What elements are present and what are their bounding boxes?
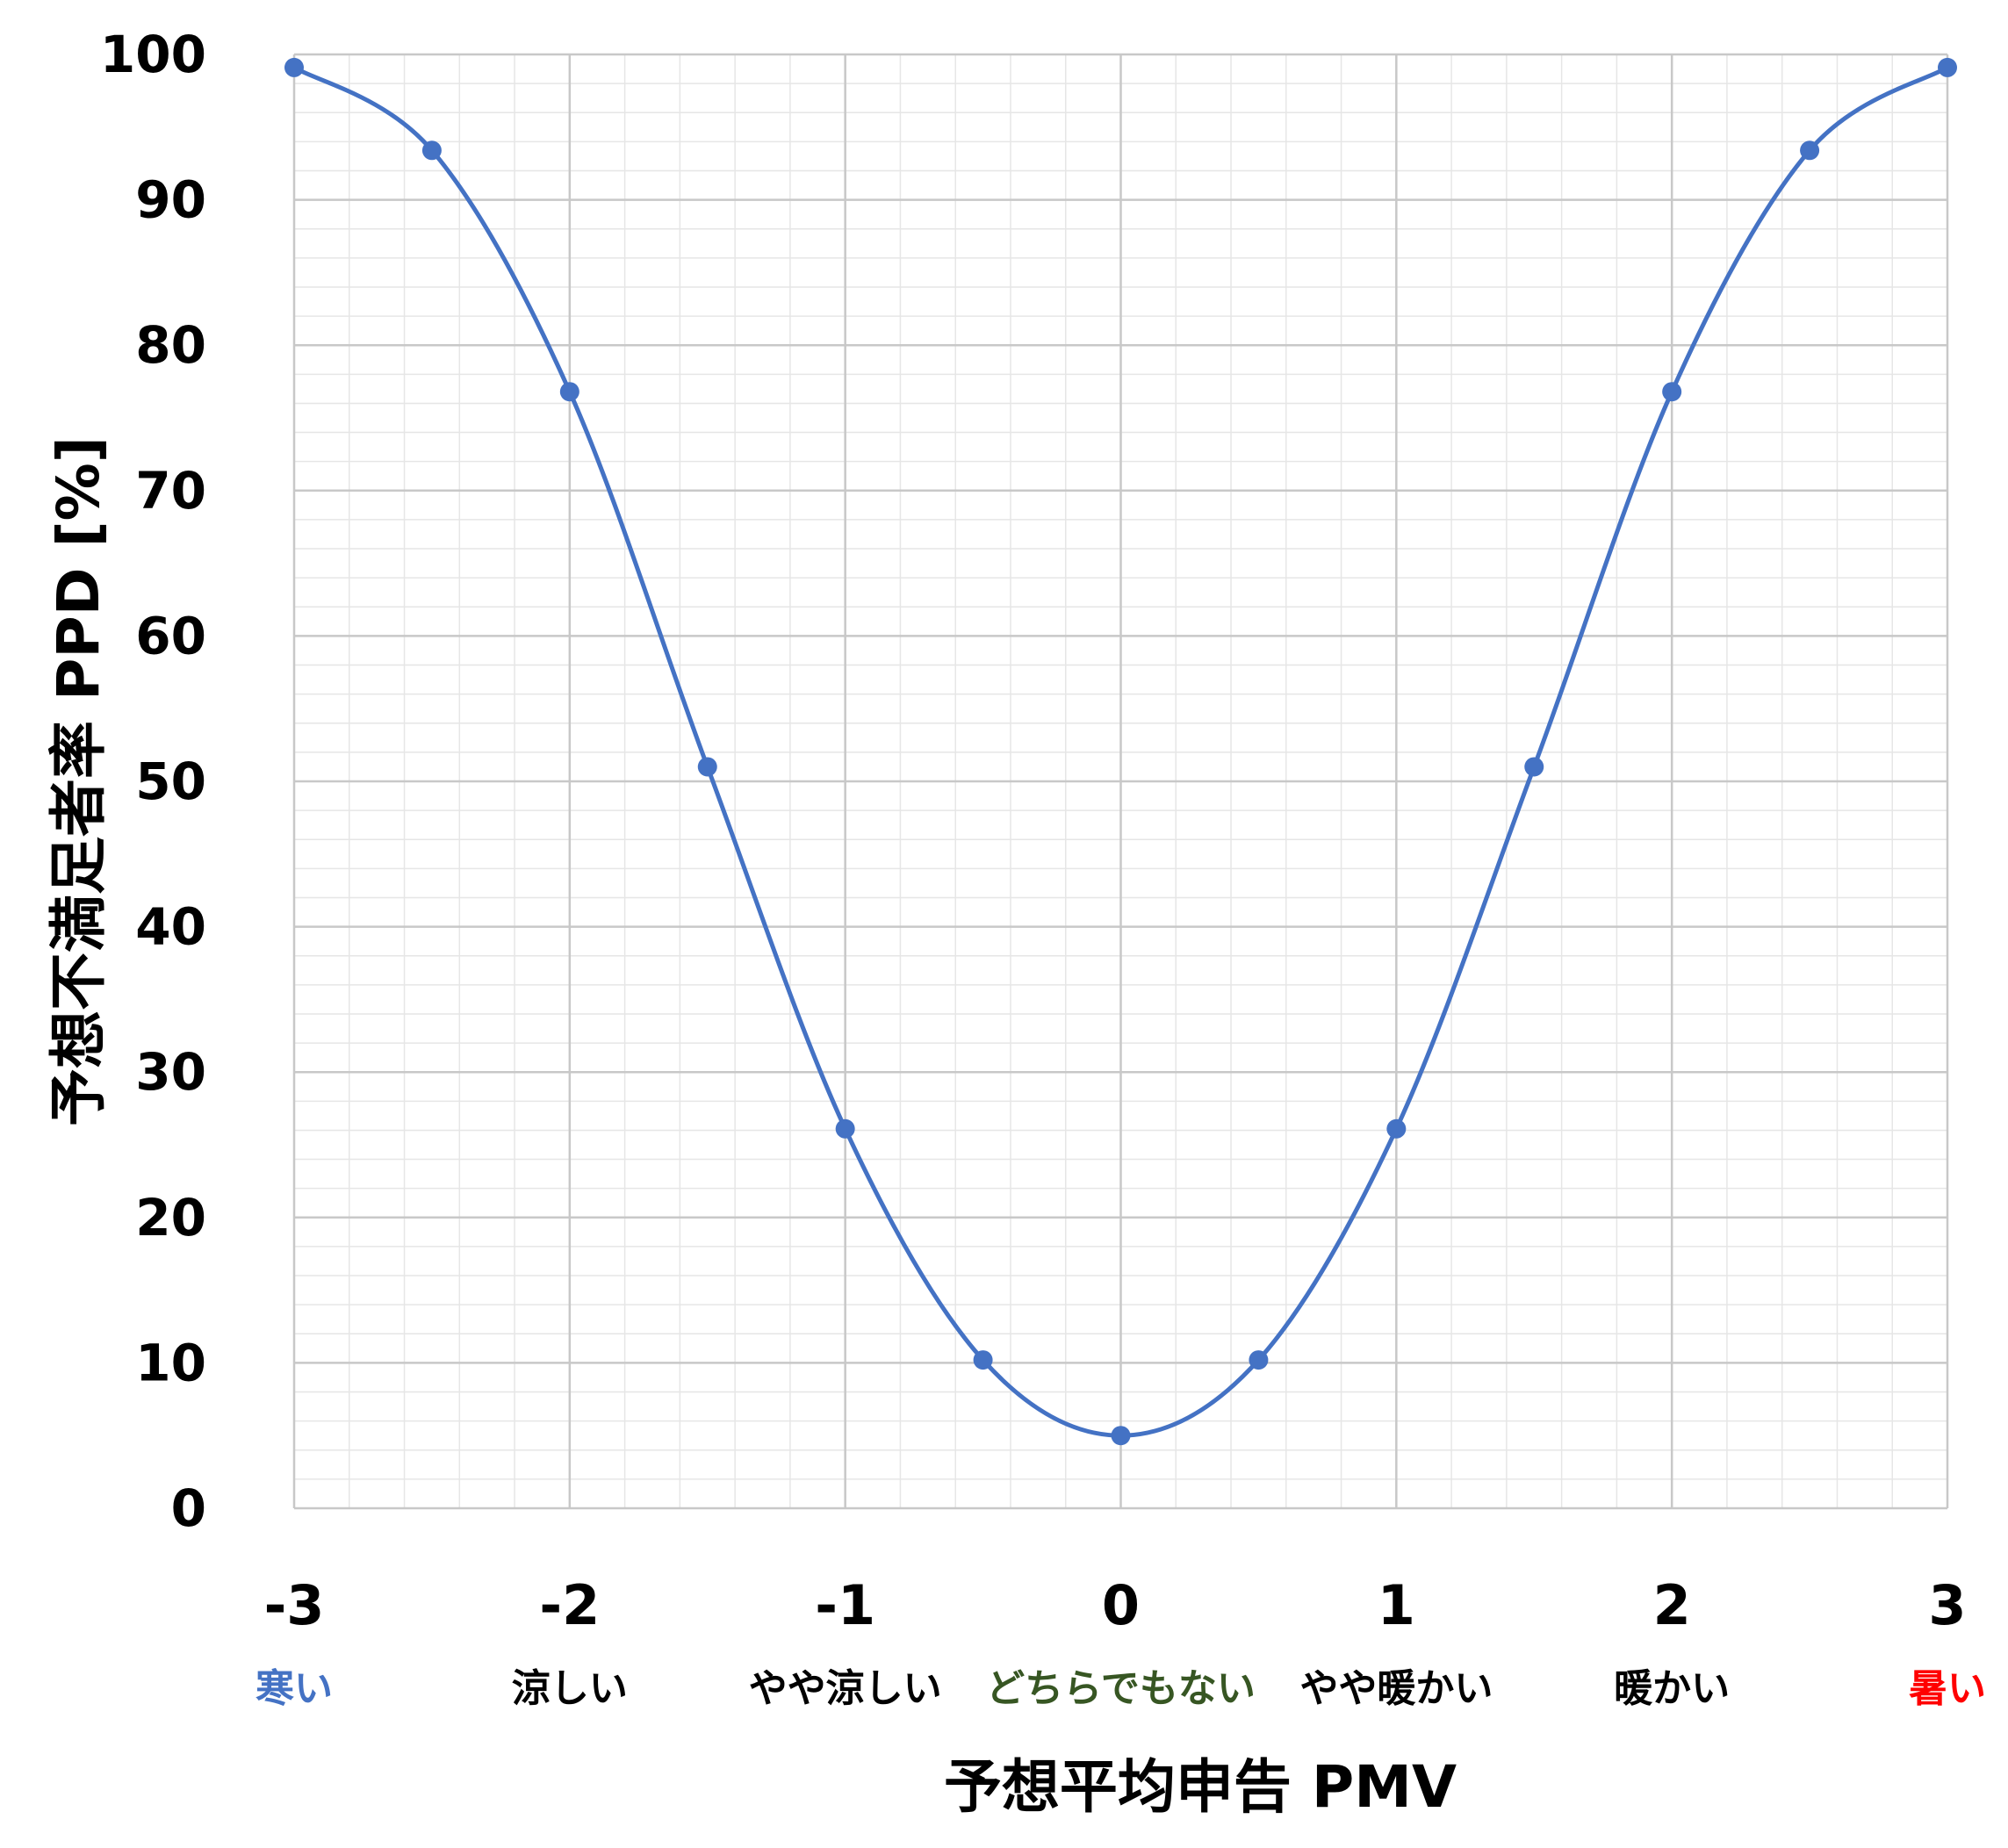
x-tick-label: -1: [815, 1573, 875, 1637]
data-point: [973, 1350, 993, 1370]
y-tick-label: 60: [135, 606, 206, 665]
pmv-category-label: 暑い: [1909, 1666, 1986, 1711]
x-axis-title: 予想平均申告 PMV: [944, 1753, 1457, 1821]
data-point: [697, 757, 717, 777]
x-tick-label: -3: [264, 1573, 325, 1637]
y-tick-label: 30: [135, 1042, 206, 1102]
y-tick-label: 0: [171, 1478, 206, 1538]
data-point: [1111, 1426, 1131, 1446]
data-point: [1662, 382, 1682, 402]
data-point: [421, 140, 442, 161]
data-points: [284, 57, 1957, 1446]
pmv-category-label: やや涼しい: [749, 1666, 942, 1711]
y-tick-label: 20: [135, 1188, 206, 1248]
x-tick-label: 0: [1102, 1573, 1140, 1637]
y-tick-label: 70: [135, 461, 206, 521]
y-axis-tick-labels: 0 10 20 30 40 50 60 70 80 90 100: [100, 25, 206, 1538]
pmv-category-labels: 寒い 涼しい やや涼しい どちらでもない やや暖かい 暖かい 暑い: [255, 1666, 1986, 1711]
data-point: [1938, 57, 1957, 77]
y-tick-label: 100: [100, 25, 206, 84]
data-point: [1800, 140, 1820, 161]
pmv-category-label: 涼しい: [512, 1666, 628, 1711]
x-axis-tick-labels: -3 -2 -1 0 1 2 3: [264, 1573, 1967, 1637]
y-tick-label: 90: [135, 170, 206, 230]
x-tick-label: 1: [1378, 1573, 1415, 1637]
data-point: [1386, 1118, 1407, 1139]
pmv-category-label: 寒い: [255, 1666, 333, 1711]
data-point: [559, 382, 579, 402]
pmv-category-label: どちらでもない: [986, 1666, 1256, 1711]
y-axis-title: 予想不満足者率 PPD [%]: [45, 436, 112, 1126]
x-tick-label: 3: [1928, 1573, 1966, 1637]
data-point: [835, 1118, 855, 1139]
data-point: [1524, 757, 1544, 777]
y-tick-label: 10: [135, 1333, 206, 1392]
major-gridlines: [292, 53, 1949, 1510]
y-tick-label: 80: [135, 315, 206, 375]
x-tick-label: 2: [1653, 1573, 1691, 1637]
pmv-category-label: 暖かい: [1614, 1666, 1730, 1711]
data-point: [1249, 1350, 1269, 1370]
pmv-category-label: やや暖かい: [1299, 1666, 1493, 1711]
y-tick-label: 50: [135, 751, 206, 811]
data-point: [284, 57, 304, 77]
y-tick-label: 40: [135, 897, 206, 957]
x-tick-label: -2: [539, 1573, 600, 1637]
